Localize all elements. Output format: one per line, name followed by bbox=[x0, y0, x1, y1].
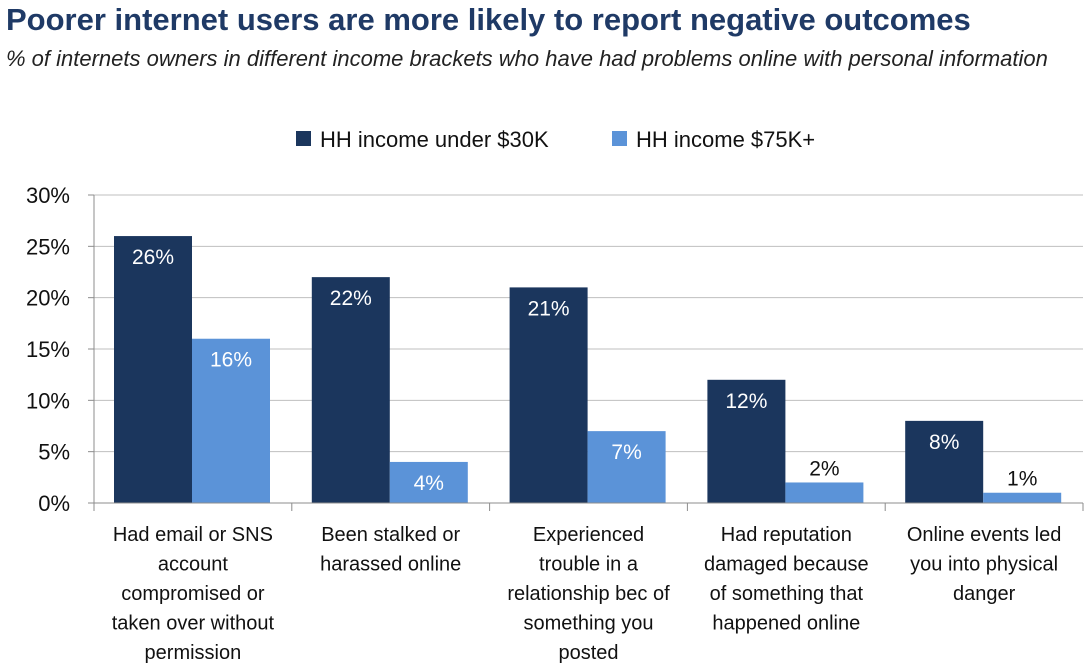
data-label: 21% bbox=[528, 297, 570, 320]
x-category-label-line: Online events led bbox=[907, 524, 1062, 546]
bar bbox=[983, 492, 1062, 503]
data-label: 22% bbox=[330, 287, 372, 310]
data-label: 16% bbox=[210, 349, 252, 372]
x-category-label-line: account bbox=[158, 554, 228, 576]
x-category-label: Experienced trouble in a relationship bec … bbox=[507, 524, 670, 664]
x-category-label-line: something you bbox=[523, 613, 653, 635]
y-tick-label: 15% bbox=[26, 337, 70, 362]
x-category-label-line: permission bbox=[145, 642, 242, 664]
x-category-label-line: Experienced bbox=[533, 524, 644, 546]
x-category-label: Had email or SNS account compromised or tak… bbox=[112, 524, 275, 664]
data-label: 8% bbox=[929, 431, 959, 454]
x-category-label-line: damaged because bbox=[704, 554, 869, 576]
data-label: 1% bbox=[1007, 468, 1037, 491]
x-category-label-line: of something that bbox=[710, 583, 864, 605]
y-tick-label: 0% bbox=[38, 491, 70, 516]
x-category-label-line: trouble in a bbox=[539, 554, 639, 576]
legend-swatch bbox=[612, 131, 627, 146]
bar bbox=[905, 420, 984, 503]
y-axis: 0% 5% 10% 15% 20% 25% 30% bbox=[26, 183, 95, 516]
x-category-label-line: taken over without bbox=[112, 613, 275, 635]
x-category-label-line: Had email or SNS bbox=[113, 524, 273, 546]
x-category-label-line: danger bbox=[953, 583, 1016, 605]
x-category-label-line: relationship bec of bbox=[507, 583, 670, 605]
bar bbox=[311, 277, 390, 503]
x-category-label-line: compromised or bbox=[121, 583, 265, 605]
x-category-label: Had reputation damaged because of somethin… bbox=[704, 524, 869, 635]
x-category-label: Online events led you into physical danger bbox=[907, 524, 1062, 605]
legend-label: HH income $75K+ bbox=[636, 127, 815, 152]
data-label: 2% bbox=[809, 457, 839, 480]
x-category-label-line: harassed online bbox=[320, 554, 461, 576]
data-label: 12% bbox=[725, 390, 767, 413]
bar bbox=[509, 287, 588, 503]
y-tick-label: 20% bbox=[26, 286, 70, 311]
bar bbox=[707, 379, 786, 503]
x-category-label: Been stalked or harassed online bbox=[320, 524, 461, 576]
bar bbox=[192, 338, 270, 503]
data-label: 26% bbox=[132, 246, 174, 269]
x-category-label-line: happened online bbox=[712, 613, 860, 635]
x-category-label-line: Had reputation bbox=[721, 524, 852, 546]
y-tick-label: 10% bbox=[26, 388, 70, 413]
x-axis: Had email or SNS account compromised or tak… bbox=[93, 502, 1084, 664]
y-tick-label: 30% bbox=[26, 183, 70, 208]
bar bbox=[114, 236, 192, 504]
y-tick-label: 25% bbox=[26, 234, 70, 259]
bar bbox=[389, 461, 468, 503]
bars: 26% 22% 21% 12% 8% 16% 4% 7% 2% 1% bbox=[114, 236, 1062, 504]
bar bbox=[785, 482, 864, 503]
data-label: 7% bbox=[611, 441, 641, 464]
chart-subtitle: % of internets owners in different incom… bbox=[6, 46, 1048, 71]
x-category-label-line: Been stalked or bbox=[321, 524, 460, 546]
data-label: 4% bbox=[414, 472, 444, 495]
legend-swatch bbox=[296, 131, 311, 146]
bar bbox=[587, 431, 666, 503]
x-category-label-line: you into physical bbox=[910, 554, 1058, 576]
y-tick-label: 5% bbox=[38, 440, 70, 465]
legend-label: HH income under $30K bbox=[320, 127, 549, 152]
x-category-label-line: posted bbox=[558, 642, 618, 664]
legend: HH income under $30K HH income $75K+ bbox=[296, 127, 815, 152]
chart-title: Poorer internet users are more likely to… bbox=[6, 2, 971, 37]
